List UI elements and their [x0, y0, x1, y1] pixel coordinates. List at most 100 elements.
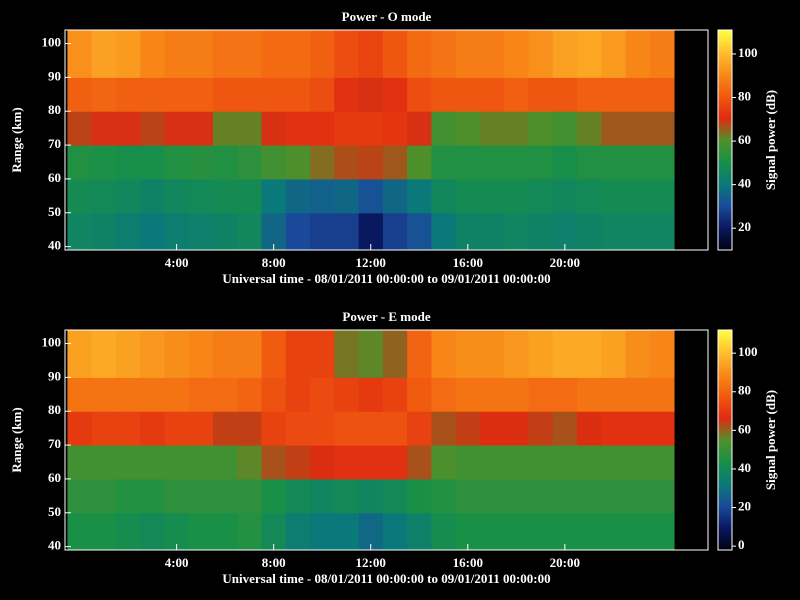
- heat-cell: [479, 145, 505, 180]
- heat-cell: [649, 111, 675, 146]
- heat-cell: [334, 512, 360, 551]
- heat-cell: [382, 512, 408, 551]
- heat-cell: [552, 145, 578, 180]
- heat-cell: [601, 212, 627, 251]
- heat-cell: [115, 178, 141, 214]
- heat-cell: [213, 30, 238, 78]
- heat-cell: [431, 512, 457, 551]
- heat-cell: [67, 330, 93, 378]
- heat-cell: [625, 512, 651, 551]
- plot-frame: [64, 329, 709, 551]
- heat-cell: [164, 77, 190, 112]
- heat-cell: [91, 178, 117, 214]
- heat-cell: [649, 330, 675, 378]
- x-tick-label: 12:00: [356, 255, 386, 270]
- heat-cell: [504, 377, 529, 412]
- heat-cell: [237, 377, 263, 412]
- heat-cell: [407, 377, 432, 412]
- heat-cell: [407, 212, 432, 251]
- heat-cell: [237, 145, 263, 180]
- heat-cell: [164, 478, 190, 514]
- colorbar-tick-label: 40: [738, 460, 751, 475]
- x-tick-label: 20:00: [550, 255, 580, 270]
- heat-cell: [601, 30, 627, 78]
- heat-cell: [334, 212, 360, 251]
- heat-cell: [285, 178, 311, 214]
- heat-cell: [528, 111, 554, 146]
- colorbar-tick-label: 60: [738, 132, 751, 147]
- heat-cell: [431, 77, 457, 112]
- heat-cell: [358, 411, 384, 446]
- x-tick-label: 12:00: [356, 555, 386, 570]
- heat-cell: [431, 377, 457, 412]
- heat-cell: [625, 77, 651, 112]
- heat-cell: [479, 478, 505, 514]
- heat-cell: [188, 330, 214, 378]
- heat-cell: [115, 212, 141, 251]
- heat-cell: [431, 178, 457, 214]
- heat-cell: [140, 377, 165, 412]
- heat-cell: [115, 77, 141, 112]
- heat-cell: [140, 178, 165, 214]
- heat-cell: [455, 178, 481, 214]
- y-tick-label: 70: [48, 436, 61, 451]
- heat-cell: [188, 111, 214, 146]
- heat-cell: [115, 145, 141, 180]
- heat-cell: [237, 178, 263, 214]
- heat-cell: [455, 77, 481, 112]
- colorbar: [717, 29, 733, 251]
- heat-cell: [382, 30, 408, 78]
- heat-cell: [479, 30, 505, 78]
- heat-cell: [164, 145, 190, 180]
- heat-cell: [140, 330, 165, 378]
- heat-cell: [310, 30, 335, 78]
- heat-cell: [334, 377, 360, 412]
- heat-cell: [382, 411, 408, 446]
- heat-cell: [213, 445, 238, 480]
- heat-cell: [140, 30, 165, 78]
- heat-cell: [528, 178, 554, 214]
- heat-cell: [115, 111, 141, 146]
- heat-cell: [67, 77, 93, 112]
- heat-cell: [115, 377, 141, 412]
- heat-cell: [140, 145, 165, 180]
- heat-cell: [310, 145, 335, 180]
- x-axis-label: Universal time - 08/01/2011 00:00:00 to …: [222, 271, 550, 286]
- heat-cell: [91, 411, 117, 446]
- y-tick-label: 80: [48, 102, 61, 117]
- heat-cell: [528, 445, 554, 480]
- heat-cell: [261, 77, 287, 112]
- heat-cell: [164, 178, 190, 214]
- heat-cell: [504, 512, 529, 551]
- heat-cell: [625, 478, 651, 514]
- heat-cell: [528, 411, 554, 446]
- heat-cell: [479, 111, 505, 146]
- heat-cell: [115, 30, 141, 78]
- heat-cell: [213, 145, 238, 180]
- y-tick-label: 90: [48, 368, 61, 383]
- heat-cell: [649, 212, 675, 251]
- heat-cell: [358, 377, 384, 412]
- heat-cell: [479, 178, 505, 214]
- heat-cell: [407, 445, 432, 480]
- heat-cell: [625, 330, 651, 378]
- x-tick-label: 20:00: [550, 555, 580, 570]
- heat-cell: [601, 411, 627, 446]
- heat-cell: [649, 411, 675, 446]
- heat-cell: [625, 178, 651, 214]
- heat-cell: [382, 478, 408, 514]
- heat-cell: [261, 411, 287, 446]
- heat-cell: [67, 377, 93, 412]
- heat-cell: [649, 377, 675, 412]
- heat-cell: [213, 411, 238, 446]
- heat-cell: [261, 445, 287, 480]
- y-tick-label: 70: [48, 136, 61, 151]
- heat-cell: [358, 330, 384, 378]
- chart-title: Power - E mode: [342, 309, 430, 324]
- heat-cell: [431, 145, 457, 180]
- heat-cell: [358, 445, 384, 480]
- heat-cell: [115, 512, 141, 551]
- heat-cell: [91, 111, 117, 146]
- heat-cell: [188, 178, 214, 214]
- heat-cell: [310, 77, 335, 112]
